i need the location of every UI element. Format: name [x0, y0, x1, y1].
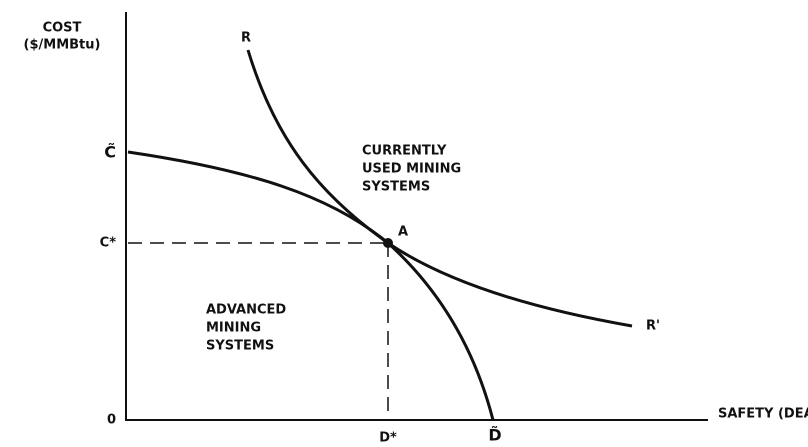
tick-label: D*	[379, 431, 397, 446]
region-label: ADVANCED	[206, 303, 286, 318]
frontier-curve	[127, 150, 495, 421]
curve-label: R	[241, 31, 251, 46]
tick-label: C*	[100, 236, 117, 251]
origin-label: 0	[107, 413, 116, 428]
y-label: COST	[43, 21, 82, 36]
region-label: SYSTEMS	[362, 180, 430, 195]
region-label: SYSTEMS	[206, 339, 274, 354]
point-a	[383, 238, 393, 248]
point-label: A	[398, 225, 408, 240]
region-label: MINING	[206, 321, 261, 336]
tick-label: C̃	[104, 143, 116, 162]
region-label: CURRENTLY	[362, 144, 447, 159]
curve-label: R'	[646, 319, 660, 334]
region-label: USED MINING	[362, 162, 461, 177]
y-label: ($/MMBtu)	[24, 38, 101, 53]
tick-label: D̃	[488, 426, 501, 445]
x-label: SAFETY (DEATHS)	[718, 407, 808, 422]
r-curve	[246, 49, 633, 328]
